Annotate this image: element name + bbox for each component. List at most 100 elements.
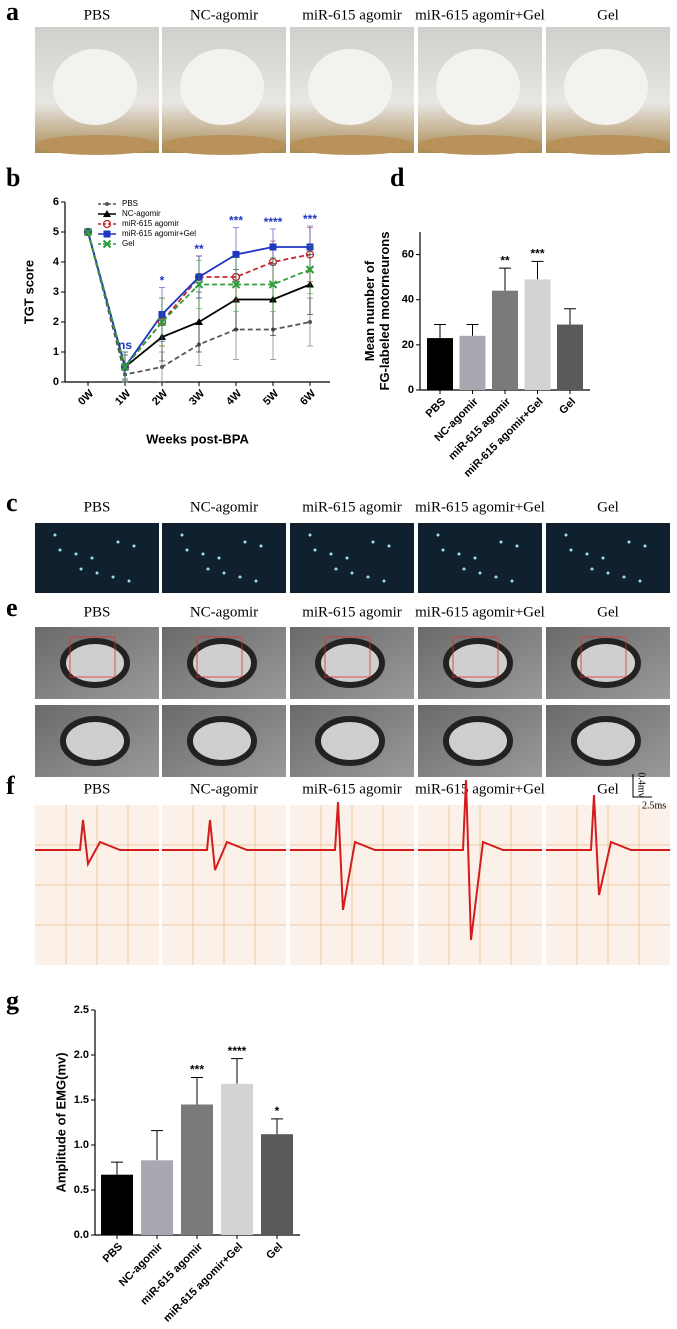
legend-label: Gel — [122, 239, 135, 248]
marker — [120, 362, 130, 372]
bar — [524, 279, 551, 390]
y-tick-label: 0.0 — [74, 1229, 89, 1241]
legend-label: NC-agomir — [122, 209, 161, 218]
emg-trace — [546, 794, 670, 896]
marker — [83, 227, 93, 237]
neuron — [90, 556, 94, 560]
axon — [187, 638, 257, 688]
axon — [315, 716, 385, 766]
neuron — [457, 552, 461, 556]
x-tick-label: PBS — [101, 1241, 125, 1265]
neuron — [366, 575, 370, 579]
image — [162, 523, 286, 593]
axon — [443, 716, 513, 766]
caption: miR-615 agomir — [302, 604, 402, 620]
y-axis-label: TGT score — [21, 260, 36, 324]
significance: **** — [264, 215, 283, 229]
y-tick-label: 20 — [402, 339, 414, 351]
neuron — [308, 533, 312, 537]
y-axis-label: Amplitude of EMG(mv) — [53, 1052, 68, 1192]
y-tick-label: 1.0 — [74, 1139, 89, 1151]
error-bar — [111, 1161, 123, 1175]
neuron — [622, 575, 626, 579]
marker — [102, 239, 112, 249]
y-tick-label: 5 — [53, 226, 59, 238]
bar — [557, 324, 583, 390]
x-axis-label: Weeks post-BPA — [146, 431, 249, 446]
rat — [180, 49, 264, 125]
error-bar — [434, 324, 446, 339]
marker — [102, 219, 112, 229]
panel-label: e — [6, 593, 18, 622]
emg-trace — [418, 779, 542, 941]
y-tick-label: 3 — [53, 286, 59, 298]
y-axis-label: FG-labeled motorneurons — [377, 232, 392, 391]
caption: PBS — [84, 7, 111, 23]
neuron — [243, 540, 247, 544]
significance: ** — [194, 242, 204, 256]
inset-box — [69, 636, 116, 678]
emg-trace — [35, 819, 159, 868]
error-bar — [466, 324, 479, 336]
caption: miR-615 agomir+Gel — [415, 781, 545, 797]
error-bar — [151, 1130, 163, 1161]
caption: PBS — [84, 604, 111, 620]
neuron — [499, 540, 503, 544]
bar — [427, 338, 453, 390]
neuron — [53, 533, 57, 537]
significance: *** — [190, 1063, 204, 1077]
inset-box — [324, 636, 371, 678]
neuron — [387, 544, 391, 548]
neuron — [116, 540, 120, 544]
marker — [268, 280, 278, 289]
neuron — [627, 540, 631, 544]
error-bar — [231, 1058, 243, 1084]
neuron — [95, 571, 99, 575]
y-tick-label: 2.5 — [74, 1004, 89, 1016]
axon — [60, 638, 130, 688]
marker — [305, 265, 315, 274]
axon — [571, 638, 641, 688]
x-tick-label: Gel — [264, 1241, 285, 1262]
neuron — [441, 548, 445, 552]
error-bar — [564, 308, 576, 325]
neuron — [371, 540, 375, 544]
error-bar — [531, 260, 544, 280]
emg-trace — [162, 819, 286, 871]
x-tick-label: miR-615 agomir+Gel — [161, 1241, 245, 1325]
bar — [221, 1083, 253, 1235]
caption: PBS — [84, 781, 111, 797]
marker — [269, 243, 277, 251]
neuron — [473, 556, 477, 560]
neuron — [478, 571, 482, 575]
bedding — [418, 135, 542, 155]
neuron — [638, 579, 642, 583]
significance: **** — [228, 1044, 247, 1058]
x-tick-label: 3W — [187, 387, 208, 408]
neuron — [180, 533, 184, 537]
x-tick-label: PBS — [424, 396, 448, 420]
caption: Gel — [597, 499, 619, 515]
x-tick-label: Gel — [557, 396, 578, 417]
neuron — [382, 579, 386, 583]
neuron — [74, 552, 78, 556]
panel-label: a — [6, 0, 19, 26]
caption: Gel — [597, 604, 619, 620]
bar — [492, 290, 518, 390]
error-bar — [499, 267, 511, 291]
scale-bar — [632, 774, 652, 798]
marker — [105, 202, 109, 206]
significance: *** — [303, 212, 317, 226]
neuron — [569, 548, 573, 552]
marker — [103, 210, 111, 217]
caption: NC-agomir — [190, 604, 258, 620]
y-tick-label: 4 — [53, 256, 60, 268]
caption: miR-615 agomir+Gel — [415, 7, 545, 23]
neuron — [643, 544, 647, 548]
marker — [308, 320, 312, 324]
axon — [443, 638, 513, 688]
significance: *** — [530, 247, 544, 261]
bar — [181, 1104, 213, 1235]
panel-label: g — [6, 986, 19, 1015]
